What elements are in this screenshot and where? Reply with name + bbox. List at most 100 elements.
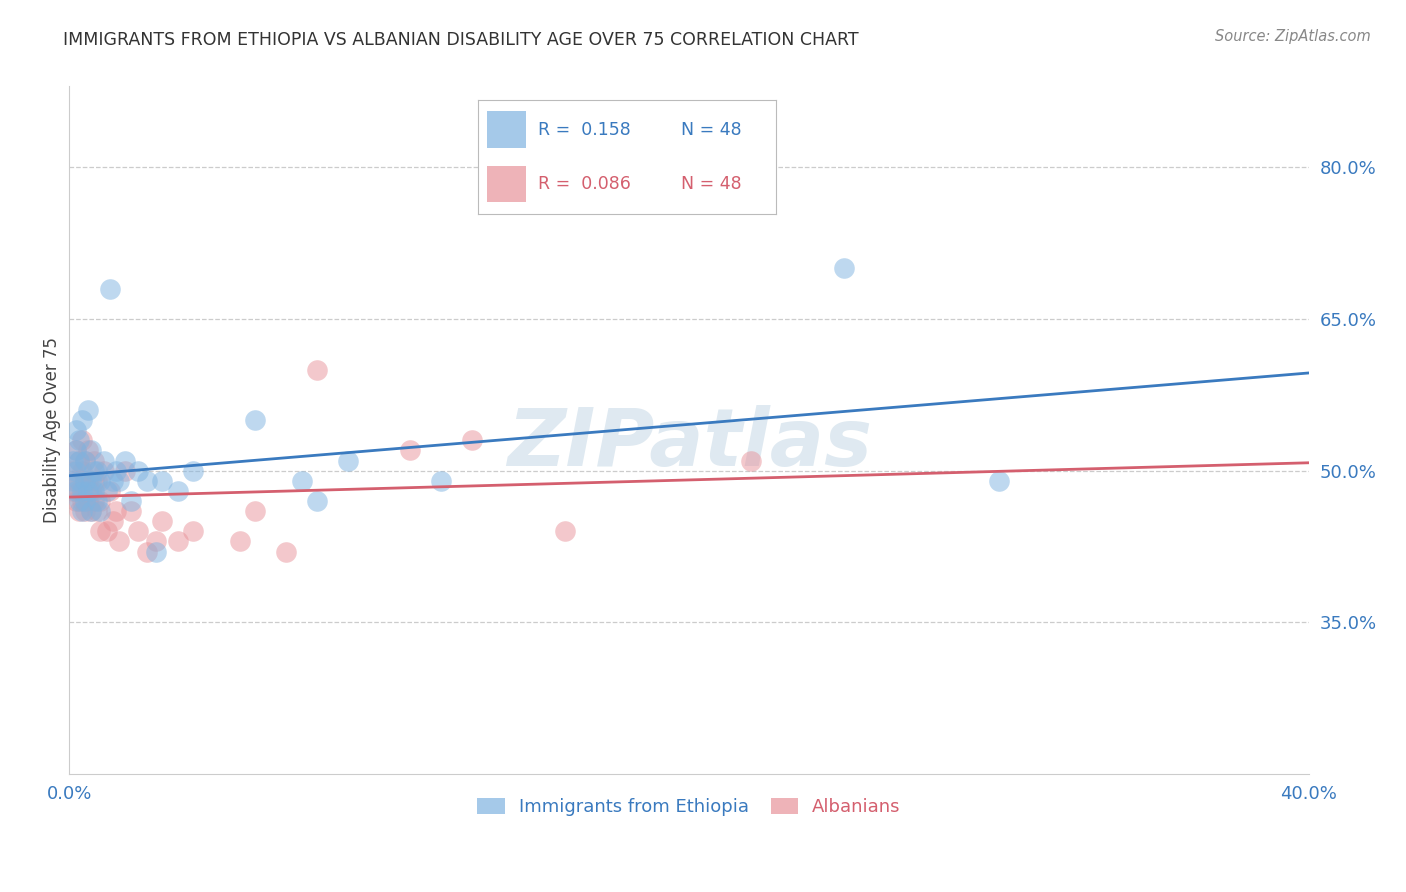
- Point: [461, 434, 484, 448]
- Point: [86, 494, 108, 508]
- Point: [86, 474, 108, 488]
- Point: [70, 494, 93, 508]
- Point: [67, 483, 90, 498]
- Point: [62, 453, 84, 467]
- Point: [67, 453, 90, 467]
- Point: [167, 534, 190, 549]
- Point: [104, 464, 127, 478]
- Point: [65, 443, 87, 458]
- Point: [83, 453, 105, 467]
- Point: [80, 443, 103, 458]
- Point: [65, 483, 87, 498]
- Point: [152, 474, 174, 488]
- Point: [67, 474, 90, 488]
- Point: [77, 403, 100, 417]
- Point: [70, 483, 93, 498]
- Point: [77, 474, 100, 488]
- Point: [67, 453, 90, 467]
- Point: [80, 483, 103, 498]
- Point: [89, 474, 111, 488]
- Point: [98, 282, 121, 296]
- Point: [80, 474, 103, 488]
- Point: [67, 494, 90, 508]
- Point: [135, 544, 157, 558]
- Point: [145, 534, 167, 549]
- Y-axis label: Disability Age Over 75: Disability Age Over 75: [44, 337, 60, 524]
- Point: [291, 474, 314, 488]
- Point: [67, 434, 90, 448]
- Point: [73, 453, 96, 467]
- Point: [135, 474, 157, 488]
- Point: [96, 483, 118, 498]
- Point: [104, 504, 127, 518]
- Point: [307, 494, 329, 508]
- Point: [93, 453, 115, 467]
- Point: [93, 464, 115, 478]
- Point: [67, 504, 90, 518]
- Point: [276, 544, 298, 558]
- Point: [83, 494, 105, 508]
- Point: [86, 504, 108, 518]
- Point: [430, 474, 453, 488]
- Point: [554, 524, 576, 539]
- Point: [65, 443, 87, 458]
- Point: [83, 474, 105, 488]
- Point: [77, 483, 100, 498]
- Point: [127, 524, 149, 539]
- Point: [73, 474, 96, 488]
- Point: [83, 464, 105, 478]
- Point: [73, 453, 96, 467]
- Point: [245, 413, 267, 427]
- Point: [120, 504, 142, 518]
- Point: [62, 464, 84, 478]
- Point: [80, 504, 103, 518]
- Point: [73, 474, 96, 488]
- Point: [114, 453, 136, 467]
- Point: [62, 474, 84, 488]
- Point: [89, 504, 111, 518]
- Point: [307, 362, 329, 376]
- Text: Source: ZipAtlas.com: Source: ZipAtlas.com: [1215, 29, 1371, 44]
- Point: [80, 504, 103, 518]
- Point: [987, 474, 1010, 488]
- Point: [86, 464, 108, 478]
- Point: [70, 464, 93, 478]
- Point: [183, 524, 205, 539]
- Point: [337, 453, 360, 467]
- Point: [65, 494, 87, 508]
- Point: [70, 434, 93, 448]
- Point: [108, 534, 131, 549]
- Point: [152, 514, 174, 528]
- Point: [183, 464, 205, 478]
- Point: [83, 483, 105, 498]
- Point: [96, 524, 118, 539]
- Point: [114, 464, 136, 478]
- Point: [89, 494, 111, 508]
- Point: [62, 483, 84, 498]
- Point: [70, 504, 93, 518]
- Text: IMMIGRANTS FROM ETHIOPIA VS ALBANIAN DISABILITY AGE OVER 75 CORRELATION CHART: IMMIGRANTS FROM ETHIOPIA VS ALBANIAN DIS…: [63, 31, 859, 49]
- Point: [101, 514, 124, 528]
- Point: [89, 524, 111, 539]
- Point: [740, 453, 762, 467]
- Point: [65, 474, 87, 488]
- Point: [108, 474, 131, 488]
- Point: [65, 423, 87, 437]
- Point: [101, 474, 124, 488]
- Text: ZIPatlas: ZIPatlas: [506, 405, 872, 483]
- Point: [229, 534, 252, 549]
- Point: [145, 544, 167, 558]
- Point: [832, 261, 855, 276]
- Point: [70, 413, 93, 427]
- Point: [120, 494, 142, 508]
- Point: [77, 494, 100, 508]
- Point: [73, 504, 96, 518]
- Point: [399, 443, 422, 458]
- Point: [73, 494, 96, 508]
- Point: [65, 464, 87, 478]
- Point: [245, 504, 267, 518]
- Point: [98, 483, 121, 498]
- Point: [167, 483, 190, 498]
- Legend: Immigrants from Ethiopia, Albanians: Immigrants from Ethiopia, Albanians: [470, 791, 908, 823]
- Point: [77, 443, 100, 458]
